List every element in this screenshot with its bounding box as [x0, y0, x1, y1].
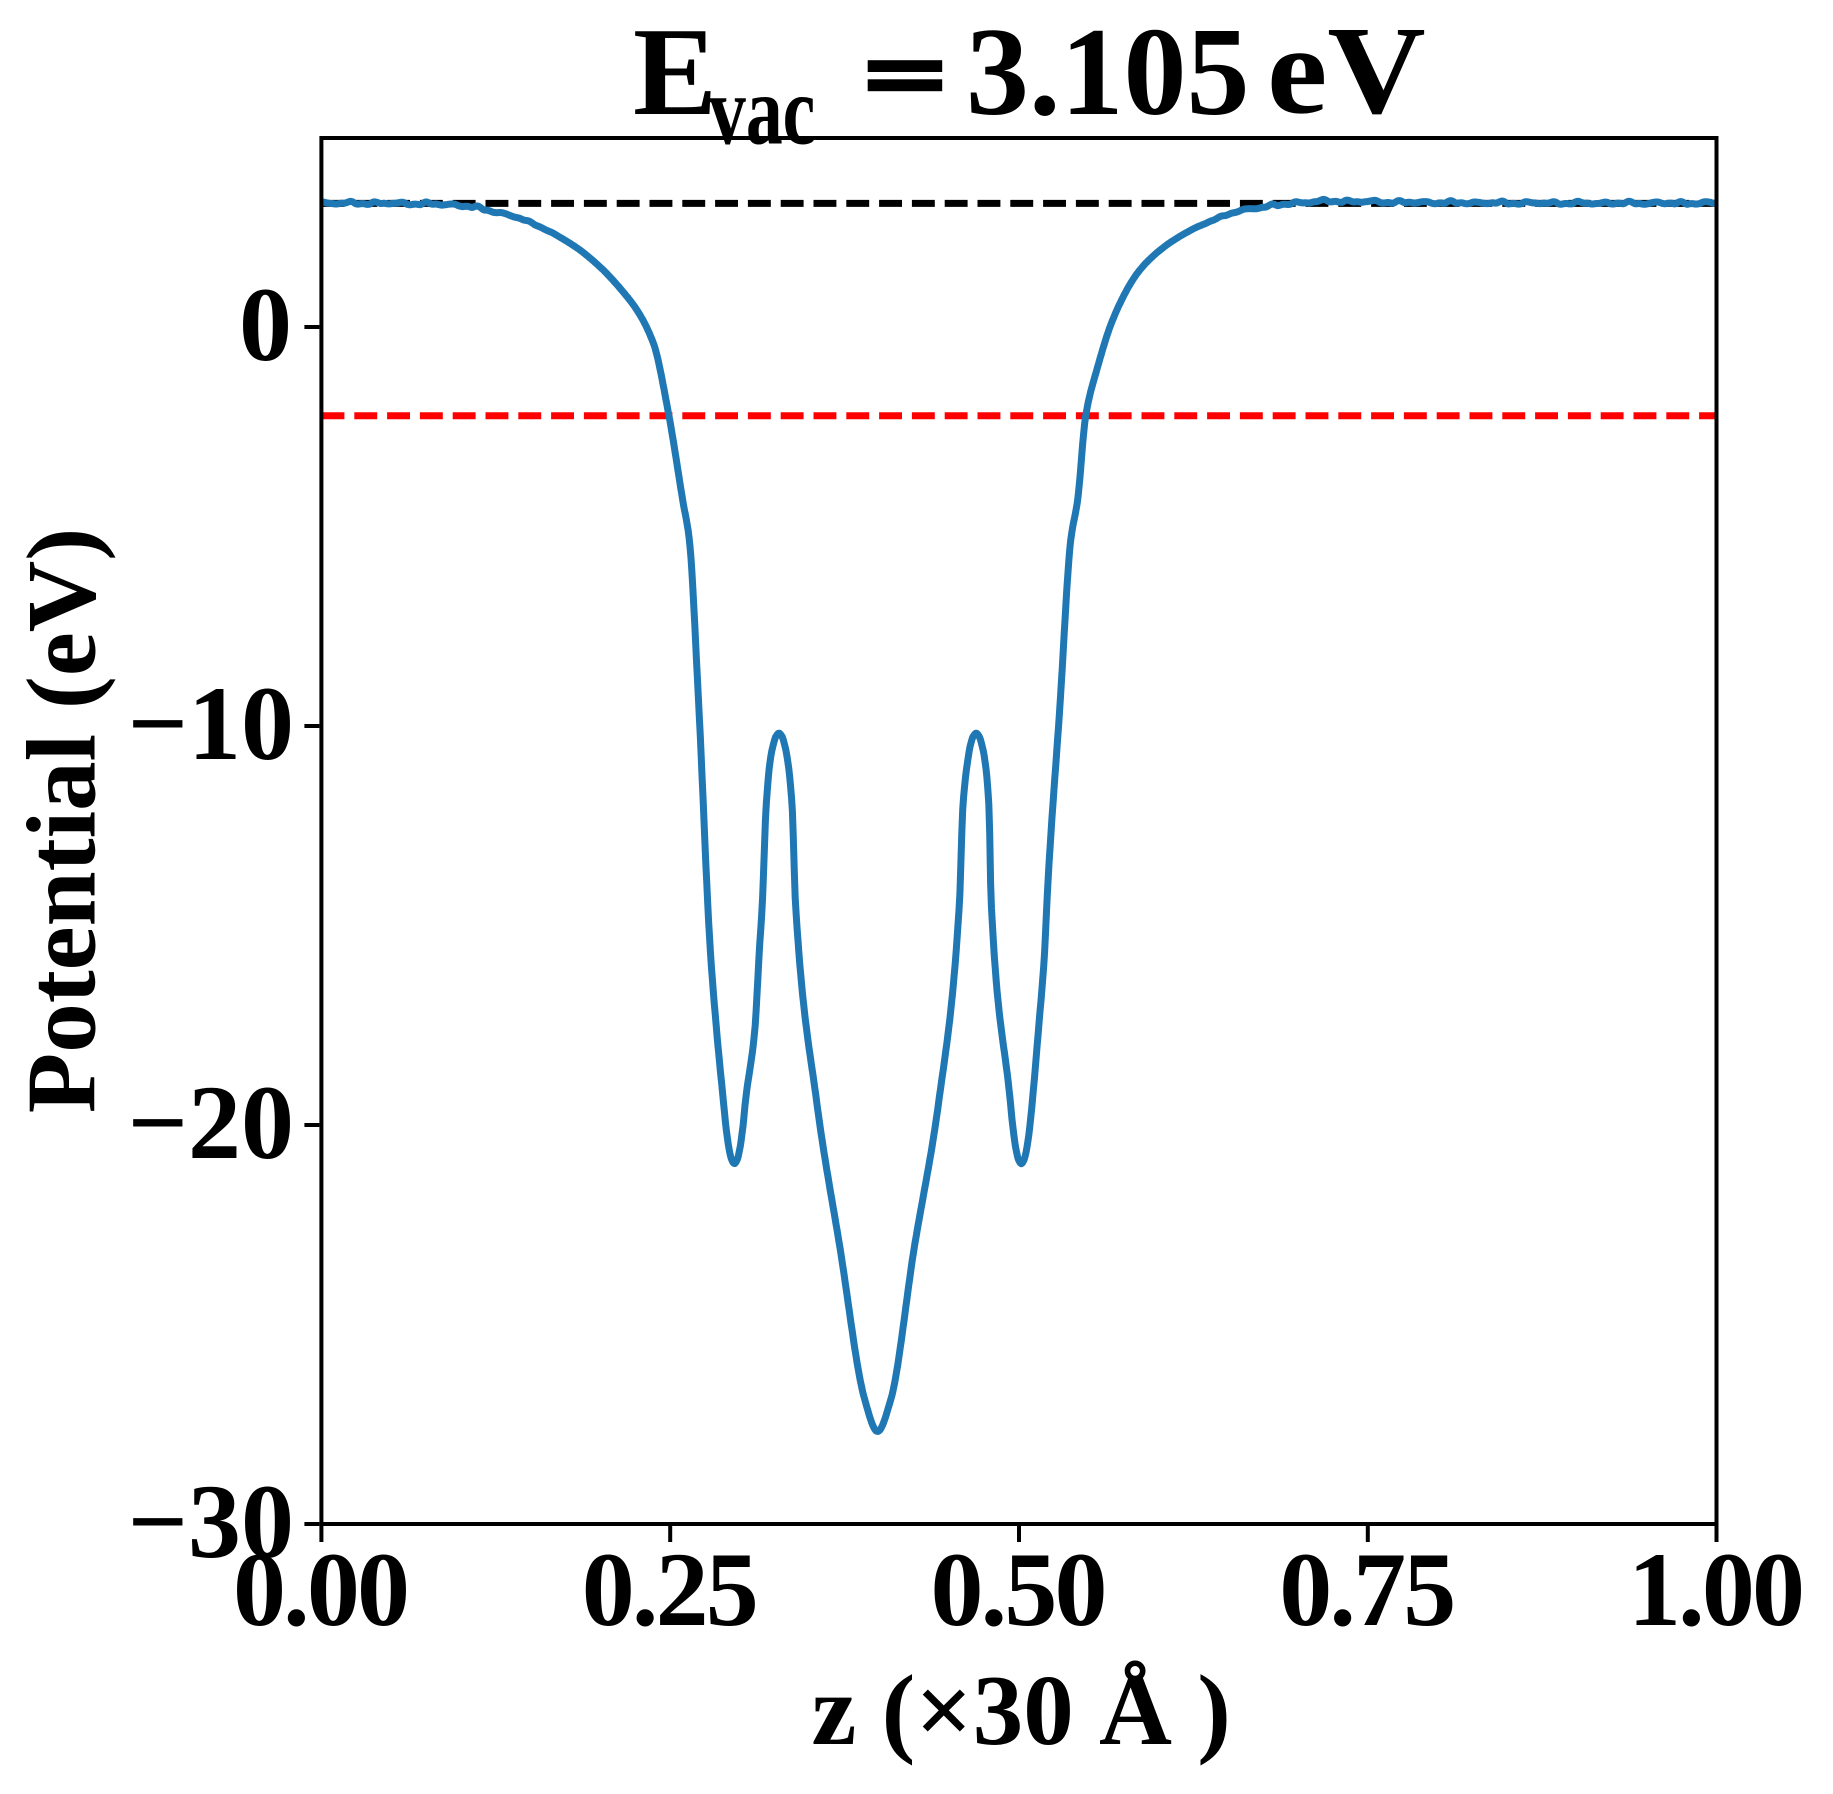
svg-text:eV: eV	[1267, 1, 1426, 140]
svg-text:0.50: 0.50	[931, 1531, 1108, 1648]
svg-text:0.75: 0.75	[1279, 1531, 1456, 1648]
svg-text:−30: −30	[128, 1463, 294, 1580]
svg-text:1.00: 1.00	[1628, 1531, 1805, 1648]
svg-text:z (×30 Å ): z (×30 Å )	[812, 1654, 1231, 1766]
svg-text:0.00: 0.00	[233, 1531, 410, 1648]
svg-text:3.105: 3.105	[966, 3, 1250, 142]
svg-text:vac: vac	[709, 55, 815, 165]
svg-text:0: 0	[239, 266, 292, 383]
svg-text:0.25: 0.25	[582, 1531, 759, 1648]
svg-text:−20: −20	[128, 1064, 294, 1181]
svg-text:−10: −10	[128, 665, 294, 782]
svg-text:E: E	[633, 3, 717, 142]
svg-text:Potential (eV): Potential (eV)	[8, 528, 117, 1114]
